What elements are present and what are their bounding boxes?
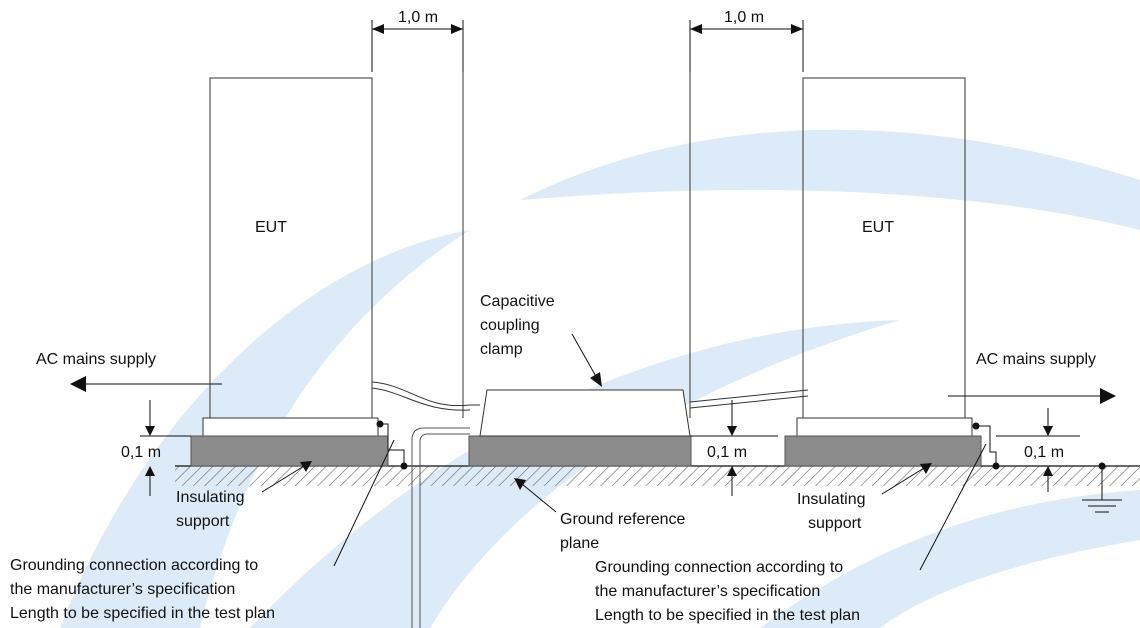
grounding-wire-left xyxy=(376,420,408,470)
dimension-height-right-label: 0,1 m xyxy=(1024,444,1064,461)
eut-right-box xyxy=(802,77,966,419)
clamp-label-line2: coupling xyxy=(480,317,540,334)
cable-clamp-to-right-eut xyxy=(689,389,809,403)
insulating-left-label-line1: Insulating xyxy=(176,489,245,506)
cable-down-to-floor-inner xyxy=(419,433,470,628)
dimension-height-right: 0,1 m xyxy=(996,408,1080,492)
cable-left-eut-to-clamp-2 xyxy=(371,387,471,411)
grounding-right-label-line3: Length to be specified in the test plan xyxy=(595,607,860,624)
ac-mains-left-label: AC mains supply xyxy=(36,351,156,368)
dimension-height-left-label: 0,1 m xyxy=(121,444,161,461)
grounding-left-label-line2: the manufacturer’s specification xyxy=(10,581,235,598)
grounding-right-label-line2: the manufacturer’s specification xyxy=(595,583,820,600)
earth-ground-symbol xyxy=(1082,462,1122,513)
clamp-label-line1: Capacitive xyxy=(480,293,555,310)
capacitive-coupling-clamp xyxy=(479,389,691,437)
cable-down-to-floor xyxy=(411,427,470,628)
dimension-height-left: 0,1 m xyxy=(121,400,191,496)
ground-plane-label-line1: Ground reference xyxy=(560,511,686,528)
ground-plane-leader xyxy=(521,483,557,513)
watermark-swoosh-right xyxy=(760,490,1140,628)
eut-left-label: EUT xyxy=(255,219,287,236)
eut-left-base xyxy=(202,417,379,437)
ac-mains-right-label: AC mains supply xyxy=(976,351,1096,368)
cable-clamp-to-right-eut-2 xyxy=(689,395,809,409)
grounding-left-label-line3: Length to be specified in the test plan xyxy=(10,605,275,622)
grounding-wire-right xyxy=(972,422,1000,470)
insulating-right-label-line1: Insulating xyxy=(797,491,866,508)
ground-reference-plane xyxy=(175,466,1140,486)
ground-plane-label-line2: plane xyxy=(560,535,599,552)
grounding-left-label-line1: Grounding connection according to xyxy=(10,557,258,574)
clamp-label-line3: clamp xyxy=(480,341,523,358)
cable-left-eut-to-clamp xyxy=(371,381,480,407)
insulating-support-left xyxy=(190,435,389,467)
eut-right-label: EUT xyxy=(862,219,894,236)
grounding-right-leader xyxy=(919,443,987,571)
insulating-support-right xyxy=(784,435,982,467)
insulating-right-label-line2: support xyxy=(808,515,862,532)
clamp-insulating-support xyxy=(468,435,692,467)
dimension-height-center: 0,1 m xyxy=(690,400,778,496)
insulating-left-leader xyxy=(261,465,305,493)
insulating-left-label-line2: support xyxy=(176,513,230,530)
eut-right-base xyxy=(796,417,973,437)
dimension-top-right-label: 1,0 m xyxy=(724,9,764,26)
dimension-top-left-label: 1,0 m xyxy=(398,9,438,26)
grounding-left-leader xyxy=(333,439,395,567)
dimension-top-right: 1,0 m xyxy=(689,9,804,72)
grounding-right-label-line1: Grounding connection according to xyxy=(595,559,843,576)
clamp-leader-line xyxy=(571,333,599,381)
dimension-top-left: 1,0 m xyxy=(371,9,464,72)
insulating-right-leader xyxy=(881,467,925,495)
watermark-swoosh-top-right xyxy=(520,129,1140,230)
dimension-height-center-label: 0,1 m xyxy=(707,444,747,461)
